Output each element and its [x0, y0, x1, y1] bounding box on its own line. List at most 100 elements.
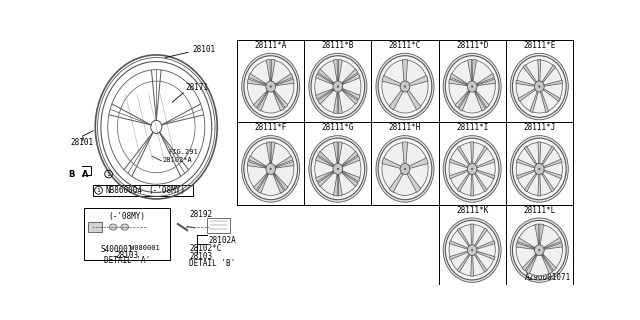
Polygon shape — [342, 90, 358, 104]
Polygon shape — [342, 172, 358, 187]
Ellipse shape — [510, 136, 568, 202]
Text: 28102*A: 28102*A — [163, 157, 192, 163]
Text: (-'08MY): (-'08MY) — [109, 212, 145, 221]
Text: NB860004: NB860004 — [106, 186, 143, 195]
Text: 28111*J: 28111*J — [523, 123, 556, 132]
Text: 28111*F: 28111*F — [255, 123, 287, 132]
Polygon shape — [544, 80, 563, 86]
Polygon shape — [524, 173, 537, 192]
Ellipse shape — [471, 86, 473, 87]
Polygon shape — [342, 151, 358, 166]
Polygon shape — [516, 170, 535, 179]
Ellipse shape — [376, 53, 434, 120]
Ellipse shape — [266, 164, 276, 174]
Ellipse shape — [443, 136, 501, 202]
Ellipse shape — [378, 138, 432, 200]
Polygon shape — [275, 156, 293, 167]
Polygon shape — [471, 174, 474, 196]
Polygon shape — [540, 92, 548, 113]
Ellipse shape — [471, 168, 473, 170]
Polygon shape — [342, 69, 358, 84]
Polygon shape — [474, 228, 487, 246]
Ellipse shape — [376, 136, 434, 202]
Text: S400001: S400001 — [101, 245, 133, 254]
Polygon shape — [317, 90, 334, 104]
Polygon shape — [316, 89, 333, 100]
Polygon shape — [317, 151, 334, 166]
Text: A290001071: A290001071 — [525, 273, 572, 282]
Text: 28192: 28192 — [189, 210, 212, 219]
Polygon shape — [248, 156, 266, 167]
Polygon shape — [538, 60, 541, 81]
Polygon shape — [450, 73, 468, 84]
Polygon shape — [540, 224, 544, 245]
Ellipse shape — [510, 53, 568, 120]
Ellipse shape — [467, 164, 477, 174]
Polygon shape — [271, 142, 275, 164]
Polygon shape — [543, 237, 561, 248]
Polygon shape — [471, 142, 474, 164]
Ellipse shape — [471, 249, 473, 251]
Polygon shape — [522, 254, 536, 271]
Ellipse shape — [513, 56, 566, 117]
Polygon shape — [538, 142, 541, 164]
Polygon shape — [477, 251, 495, 260]
Polygon shape — [342, 89, 360, 100]
Text: (-'08MY): (-'08MY) — [148, 186, 186, 195]
Polygon shape — [316, 156, 333, 167]
Polygon shape — [459, 91, 470, 111]
Ellipse shape — [242, 136, 300, 202]
Polygon shape — [273, 173, 284, 194]
Ellipse shape — [516, 142, 563, 196]
Text: 28171: 28171 — [186, 83, 209, 92]
Polygon shape — [474, 173, 487, 192]
Polygon shape — [541, 255, 552, 274]
Text: 28111*A: 28111*A — [255, 41, 287, 50]
Ellipse shape — [311, 56, 365, 117]
Polygon shape — [333, 142, 337, 164]
Ellipse shape — [513, 220, 566, 280]
Polygon shape — [476, 91, 490, 108]
Ellipse shape — [270, 86, 271, 87]
Ellipse shape — [109, 224, 117, 230]
Bar — [207, 218, 230, 233]
Text: 28111*C: 28111*C — [389, 41, 421, 50]
Ellipse shape — [244, 138, 298, 200]
Text: 28103: 28103 — [189, 252, 212, 261]
Ellipse shape — [382, 60, 428, 113]
Polygon shape — [409, 76, 428, 86]
Text: 28101: 28101 — [70, 138, 93, 147]
Polygon shape — [457, 146, 470, 165]
Polygon shape — [316, 171, 333, 182]
Ellipse shape — [333, 81, 342, 92]
Polygon shape — [544, 243, 563, 249]
Text: 28111*G: 28111*G — [322, 123, 354, 132]
Polygon shape — [273, 91, 284, 111]
Ellipse shape — [337, 86, 339, 87]
Polygon shape — [468, 60, 472, 81]
Polygon shape — [338, 174, 342, 196]
Polygon shape — [338, 60, 342, 81]
Text: DETAIL 'A': DETAIL 'A' — [104, 256, 150, 265]
Polygon shape — [274, 91, 288, 108]
Polygon shape — [541, 173, 554, 192]
Text: 28111*I: 28111*I — [456, 123, 488, 132]
Text: W080001: W080001 — [130, 245, 160, 251]
Polygon shape — [449, 79, 467, 86]
Polygon shape — [455, 91, 469, 108]
Ellipse shape — [516, 60, 563, 113]
Ellipse shape — [309, 136, 367, 202]
Polygon shape — [275, 73, 293, 84]
Ellipse shape — [449, 142, 495, 196]
Text: 1: 1 — [97, 188, 100, 193]
Polygon shape — [477, 79, 495, 86]
Ellipse shape — [467, 245, 477, 255]
Polygon shape — [518, 89, 536, 101]
Ellipse shape — [248, 60, 294, 113]
Text: 28103: 28103 — [115, 251, 139, 260]
Polygon shape — [476, 73, 494, 84]
Polygon shape — [471, 224, 474, 245]
Polygon shape — [516, 80, 534, 86]
Ellipse shape — [538, 249, 540, 251]
Polygon shape — [407, 172, 421, 192]
